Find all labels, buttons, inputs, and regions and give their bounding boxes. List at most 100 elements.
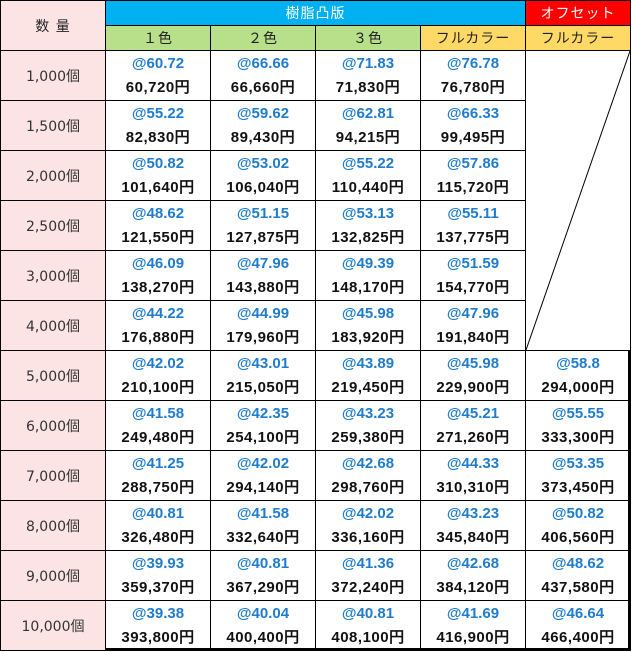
unit-price: @51.59 bbox=[446, 254, 500, 272]
unit-price: @45.21 bbox=[446, 404, 500, 422]
total-price: 406,560円 bbox=[541, 528, 615, 546]
col-header-3color: ３色 bbox=[315, 25, 421, 51]
quantity-cell: 8,000個 bbox=[0, 500, 106, 551]
total-price: 176,880円 bbox=[121, 328, 195, 346]
price-cell: @53.02 106,040円 bbox=[210, 150, 316, 201]
unit-price: @57.86 bbox=[446, 154, 500, 172]
price-cell: @57.86 115,720円 bbox=[420, 150, 526, 201]
price-cell: @43.23 345,840円 bbox=[420, 500, 526, 551]
unit-price: @44.99 bbox=[236, 304, 290, 322]
price-cell: @45.21 271,260円 bbox=[420, 400, 526, 451]
not-available-cell bbox=[525, 50, 631, 351]
unit-price: @76.78 bbox=[446, 54, 500, 72]
total-price: 210,100円 bbox=[121, 378, 195, 396]
quantity-cell: 3,000個 bbox=[0, 250, 106, 301]
price-cell: @41.25 288,750円 bbox=[105, 450, 211, 501]
total-price: 408,100円 bbox=[331, 628, 405, 646]
unit-price: @40.81 bbox=[236, 554, 290, 572]
total-price: 229,900円 bbox=[436, 378, 510, 396]
unit-price: @42.35 bbox=[236, 404, 290, 422]
price-cell: @41.58 249,480円 bbox=[105, 400, 211, 451]
price-cell: @39.38 393,800円 bbox=[105, 600, 211, 651]
price-cell: @45.98 229,900円 bbox=[420, 350, 526, 401]
unit-price: @66.66 bbox=[236, 54, 290, 72]
unit-price: @51.15 bbox=[236, 204, 290, 222]
total-price: 372,240円 bbox=[331, 578, 405, 596]
table-row: 8,000個 @40.81 326,480円 @41.58 332,640円 @42.02… bbox=[0, 500, 631, 551]
total-price: 249,480円 bbox=[121, 428, 195, 446]
price-cell: @50.82 406,560円 bbox=[525, 500, 631, 551]
price-cell: @42.02 294,140円 bbox=[210, 450, 316, 501]
total-price: 76,780円 bbox=[440, 78, 506, 96]
total-price: 82,830円 bbox=[125, 128, 191, 146]
unit-price: @49.39 bbox=[341, 254, 395, 272]
price-cell: @40.81 326,480円 bbox=[105, 500, 211, 551]
unit-price: @53.13 bbox=[341, 204, 395, 222]
total-price: 298,760円 bbox=[331, 478, 405, 496]
total-price: 288,750円 bbox=[121, 478, 195, 496]
price-cell: @41.69 416,900円 bbox=[420, 600, 526, 651]
unit-price: @58.8 bbox=[556, 354, 600, 372]
unit-price: @46.09 bbox=[131, 254, 185, 272]
price-cell: @40.81 367,290円 bbox=[210, 550, 316, 601]
unit-price: @53.02 bbox=[236, 154, 290, 172]
price-cell: @47.96 191,840円 bbox=[420, 300, 526, 351]
total-price: 143,880円 bbox=[226, 278, 300, 296]
total-price: 215,050円 bbox=[226, 378, 300, 396]
unit-price: @55.22 bbox=[131, 104, 185, 122]
price-cell: @42.68 384,120円 bbox=[420, 550, 526, 601]
table-row: 9,000個 @39.93 359,370円 @40.81 367,290円 @41.36… bbox=[0, 550, 631, 601]
price-cell: @41.36 372,240円 bbox=[315, 550, 421, 601]
unit-price: @45.98 bbox=[446, 354, 500, 372]
total-price: 137,775円 bbox=[436, 228, 510, 246]
price-cell: @51.59 154,770円 bbox=[420, 250, 526, 301]
unit-price: @59.62 bbox=[236, 104, 290, 122]
price-cell: @42.02 336,160円 bbox=[315, 500, 421, 551]
unit-price: @41.36 bbox=[341, 554, 395, 572]
quantity-header: 数 量 bbox=[0, 0, 106, 51]
price-cell: @71.83 71,830円 bbox=[315, 50, 421, 101]
col-header-fullcolor-offset: フルカラー bbox=[525, 25, 631, 51]
unit-price: @41.25 bbox=[131, 454, 185, 472]
price-cell: @39.93 359,370円 bbox=[105, 550, 211, 601]
total-price: 393,800円 bbox=[121, 628, 195, 646]
total-price: 66,660円 bbox=[230, 78, 296, 96]
unit-price: @55.55 bbox=[551, 404, 605, 422]
price-cell: @55.11 137,775円 bbox=[420, 200, 526, 251]
table-row: 3,000個 @46.09 138,270円 @47.96 143,880円 @49.39… bbox=[0, 250, 631, 301]
table-row: 1,500個 @55.22 82,830円 @59.62 89,430円 @62.81 94… bbox=[0, 100, 631, 151]
price-cell: @50.82 101,640円 bbox=[105, 150, 211, 201]
unit-price: @66.33 bbox=[446, 104, 500, 122]
price-cell: @48.62 121,550円 bbox=[105, 200, 211, 251]
price-cell: @42.02 210,100円 bbox=[105, 350, 211, 401]
total-price: 121,550円 bbox=[121, 228, 195, 246]
total-price: 94,215円 bbox=[335, 128, 401, 146]
total-price: 437,580円 bbox=[541, 578, 615, 596]
total-price: 367,290円 bbox=[226, 578, 300, 596]
price-cell: @41.58 332,640円 bbox=[210, 500, 316, 551]
total-price: 154,770円 bbox=[436, 278, 510, 296]
table-row: 10,000個 @39.38 393,800円 @40.04 400,400円 @40.8… bbox=[0, 600, 631, 651]
total-price: 400,400円 bbox=[226, 628, 300, 646]
total-price: 332,640円 bbox=[226, 528, 300, 546]
unit-price: @42.02 bbox=[131, 354, 185, 372]
price-cell: @53.35 373,450円 bbox=[525, 450, 631, 501]
total-price: 101,640円 bbox=[121, 178, 195, 196]
col-header-1color: １色 bbox=[105, 25, 211, 51]
header-row-colors: １色 ２色 ３色 フルカラー フルカラー bbox=[1, 25, 631, 51]
total-price: 416,900円 bbox=[436, 628, 510, 646]
total-price: 89,430円 bbox=[230, 128, 296, 146]
unit-price: @55.22 bbox=[341, 154, 395, 172]
unit-price: @50.82 bbox=[551, 504, 605, 522]
total-price: 179,960円 bbox=[226, 328, 300, 346]
total-price: 254,100円 bbox=[226, 428, 300, 446]
table-row: 7,000個 @41.25 288,750円 @42.02 294,140円 @42.68… bbox=[0, 450, 631, 501]
total-price: 384,120円 bbox=[436, 578, 510, 596]
unit-price: @47.96 bbox=[446, 304, 500, 322]
diagonal-slash-icon bbox=[526, 51, 630, 350]
total-price: 466,400円 bbox=[541, 628, 615, 646]
total-price: 106,040円 bbox=[226, 178, 300, 196]
resin-letterpress-header: 樹脂凸版 bbox=[105, 0, 526, 26]
unit-price: @39.93 bbox=[131, 554, 185, 572]
